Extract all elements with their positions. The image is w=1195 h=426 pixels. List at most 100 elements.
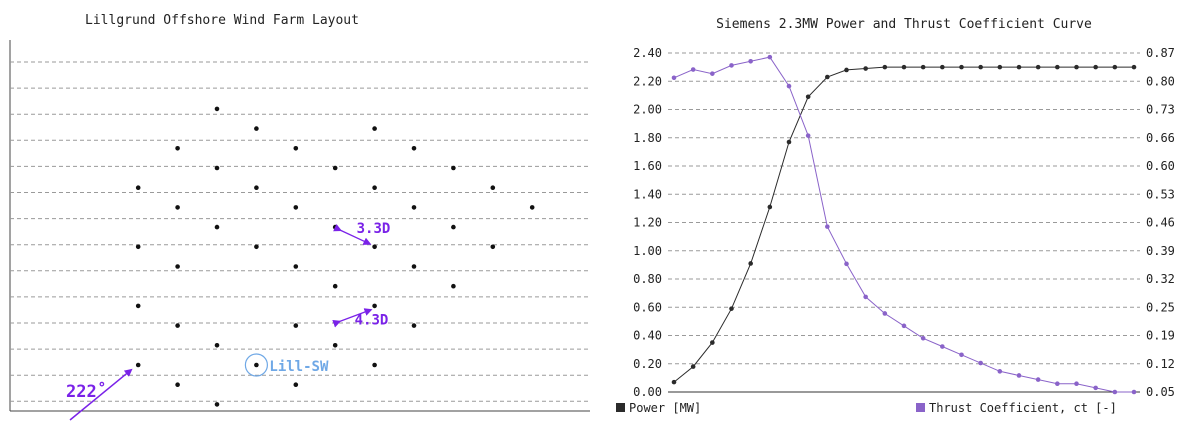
turbine-point (254, 244, 259, 250)
turbine-point (214, 106, 220, 112)
turbine-point (411, 264, 417, 269)
turbine-point (451, 283, 456, 289)
turbine-point (254, 362, 259, 368)
turbine-point (372, 244, 377, 250)
wind-direction-label: 222˚ (66, 380, 107, 402)
series-point-power (920, 64, 926, 70)
curve-title: Siemens 2.3MW Power and Thrust Coefficie… (716, 17, 1092, 32)
turbine-point (214, 402, 220, 407)
series-line-power (673, 66, 1134, 383)
turbine-point (411, 146, 417, 151)
series-point-thrust (882, 311, 888, 316)
series-point-thrust (805, 133, 811, 138)
series-point-power (978, 64, 983, 70)
spacing-label: 4.3D (355, 313, 389, 329)
series-point-thrust (786, 83, 792, 89)
turbine-point (332, 224, 338, 230)
series-line-thrust (673, 56, 1134, 393)
turbine-point (451, 165, 456, 171)
series-point-thrust (997, 369, 1003, 374)
turbine-point (293, 205, 299, 210)
y2-tick-label: 0.66 (1146, 131, 1175, 145)
series-point-thrust (729, 63, 734, 68)
turbine-point (293, 264, 299, 269)
series-point-power (825, 74, 830, 80)
turbine-point (372, 185, 377, 190)
y-tick-label: 2.00 (633, 103, 662, 117)
turbine-point (411, 205, 417, 210)
series-point-thrust (767, 54, 773, 60)
legend-swatch-thrust (916, 403, 925, 412)
y2-tick-label: 0.12 (1146, 357, 1175, 371)
layout-title: Lillgrund Offshore Wind Farm Layout (85, 13, 359, 28)
series-point-power (997, 64, 1003, 70)
y-tick-label: 1.60 (633, 159, 662, 173)
turbine-point (254, 185, 259, 190)
y-tick-label: 1.20 (633, 216, 662, 230)
series-point-power (901, 64, 907, 70)
turbine-point (451, 224, 456, 230)
turbine-point (372, 362, 377, 368)
series-point-power (671, 379, 677, 385)
series-point-thrust (863, 294, 868, 300)
series-point-thrust (1074, 381, 1079, 387)
turbine-point (135, 244, 141, 250)
series-point-thrust (844, 261, 849, 267)
turbine-point (529, 205, 535, 210)
series-point-thrust (940, 344, 945, 349)
series-point-power (1055, 64, 1060, 70)
turbine-point (175, 264, 180, 269)
series-point-power (729, 306, 734, 311)
y2-tick-label: 0.53 (1146, 187, 1175, 201)
turbine-point (293, 146, 299, 151)
y-tick-label: 0.80 (633, 272, 662, 286)
power-curve-panel: Siemens 2.3MW Power and Thrust Coefficie… (600, 0, 1195, 422)
y-tick-label: 1.40 (633, 187, 662, 201)
y2-tick-label: 0.05 (1146, 385, 1175, 399)
turbine-point (490, 185, 496, 190)
y2-tick-label: 0.19 (1146, 329, 1175, 343)
power-curve-chart: Siemens 2.3MW Power and Thrust Coefficie… (616, 17, 1175, 415)
layout-chart-panel: Lillgrund Offshore Wind Farm Layout Lill-… (0, 0, 590, 422)
series-point-power (1112, 64, 1118, 70)
series-point-thrust (1035, 377, 1041, 382)
spacing-label: 3.3D (357, 221, 391, 237)
turbine-point (332, 165, 338, 171)
turbine-point (214, 224, 220, 230)
turbine-point (254, 126, 259, 131)
series-point-power (863, 66, 868, 71)
turbine-point (175, 323, 180, 328)
turbine-point (175, 382, 180, 388)
turbine-point (135, 185, 141, 190)
legend-label-power: Power [MW] (629, 401, 701, 415)
series-point-power (1016, 64, 1022, 70)
legend-label-thrust: Thrust Coefficient, ct [-] (929, 401, 1117, 415)
y-tick-label: 0.40 (633, 329, 662, 343)
spacing-arrow (333, 223, 372, 245)
series-point-power (1131, 64, 1137, 70)
series-point-thrust (1016, 373, 1022, 378)
turbine-point (214, 165, 220, 171)
y2-tick-label: 0.73 (1146, 103, 1175, 117)
turbine-point (293, 323, 299, 328)
turbine-point (332, 343, 338, 348)
turbine-point (372, 126, 377, 131)
series-point-thrust (920, 335, 926, 341)
y-tick-label: 2.40 (633, 46, 662, 60)
series-point-power (690, 364, 696, 369)
series-point-thrust (901, 323, 907, 329)
y2-tick-label: 0.46 (1146, 216, 1175, 230)
y-tick-label: 0.60 (633, 300, 662, 314)
y2-tick-label: 0.39 (1146, 244, 1175, 258)
series-point-power (1093, 64, 1098, 70)
series-point-thrust (671, 75, 677, 81)
series-point-power (940, 64, 945, 70)
y-tick-label: 0.20 (633, 357, 662, 371)
series-point-thrust (959, 352, 964, 358)
y2-tick-label: 0.60 (1146, 159, 1175, 173)
turbine-point (411, 323, 417, 328)
series-point-thrust (748, 58, 753, 64)
series-point-thrust (1093, 385, 1098, 391)
turbine-point (214, 343, 220, 348)
series-point-power (1035, 64, 1041, 70)
